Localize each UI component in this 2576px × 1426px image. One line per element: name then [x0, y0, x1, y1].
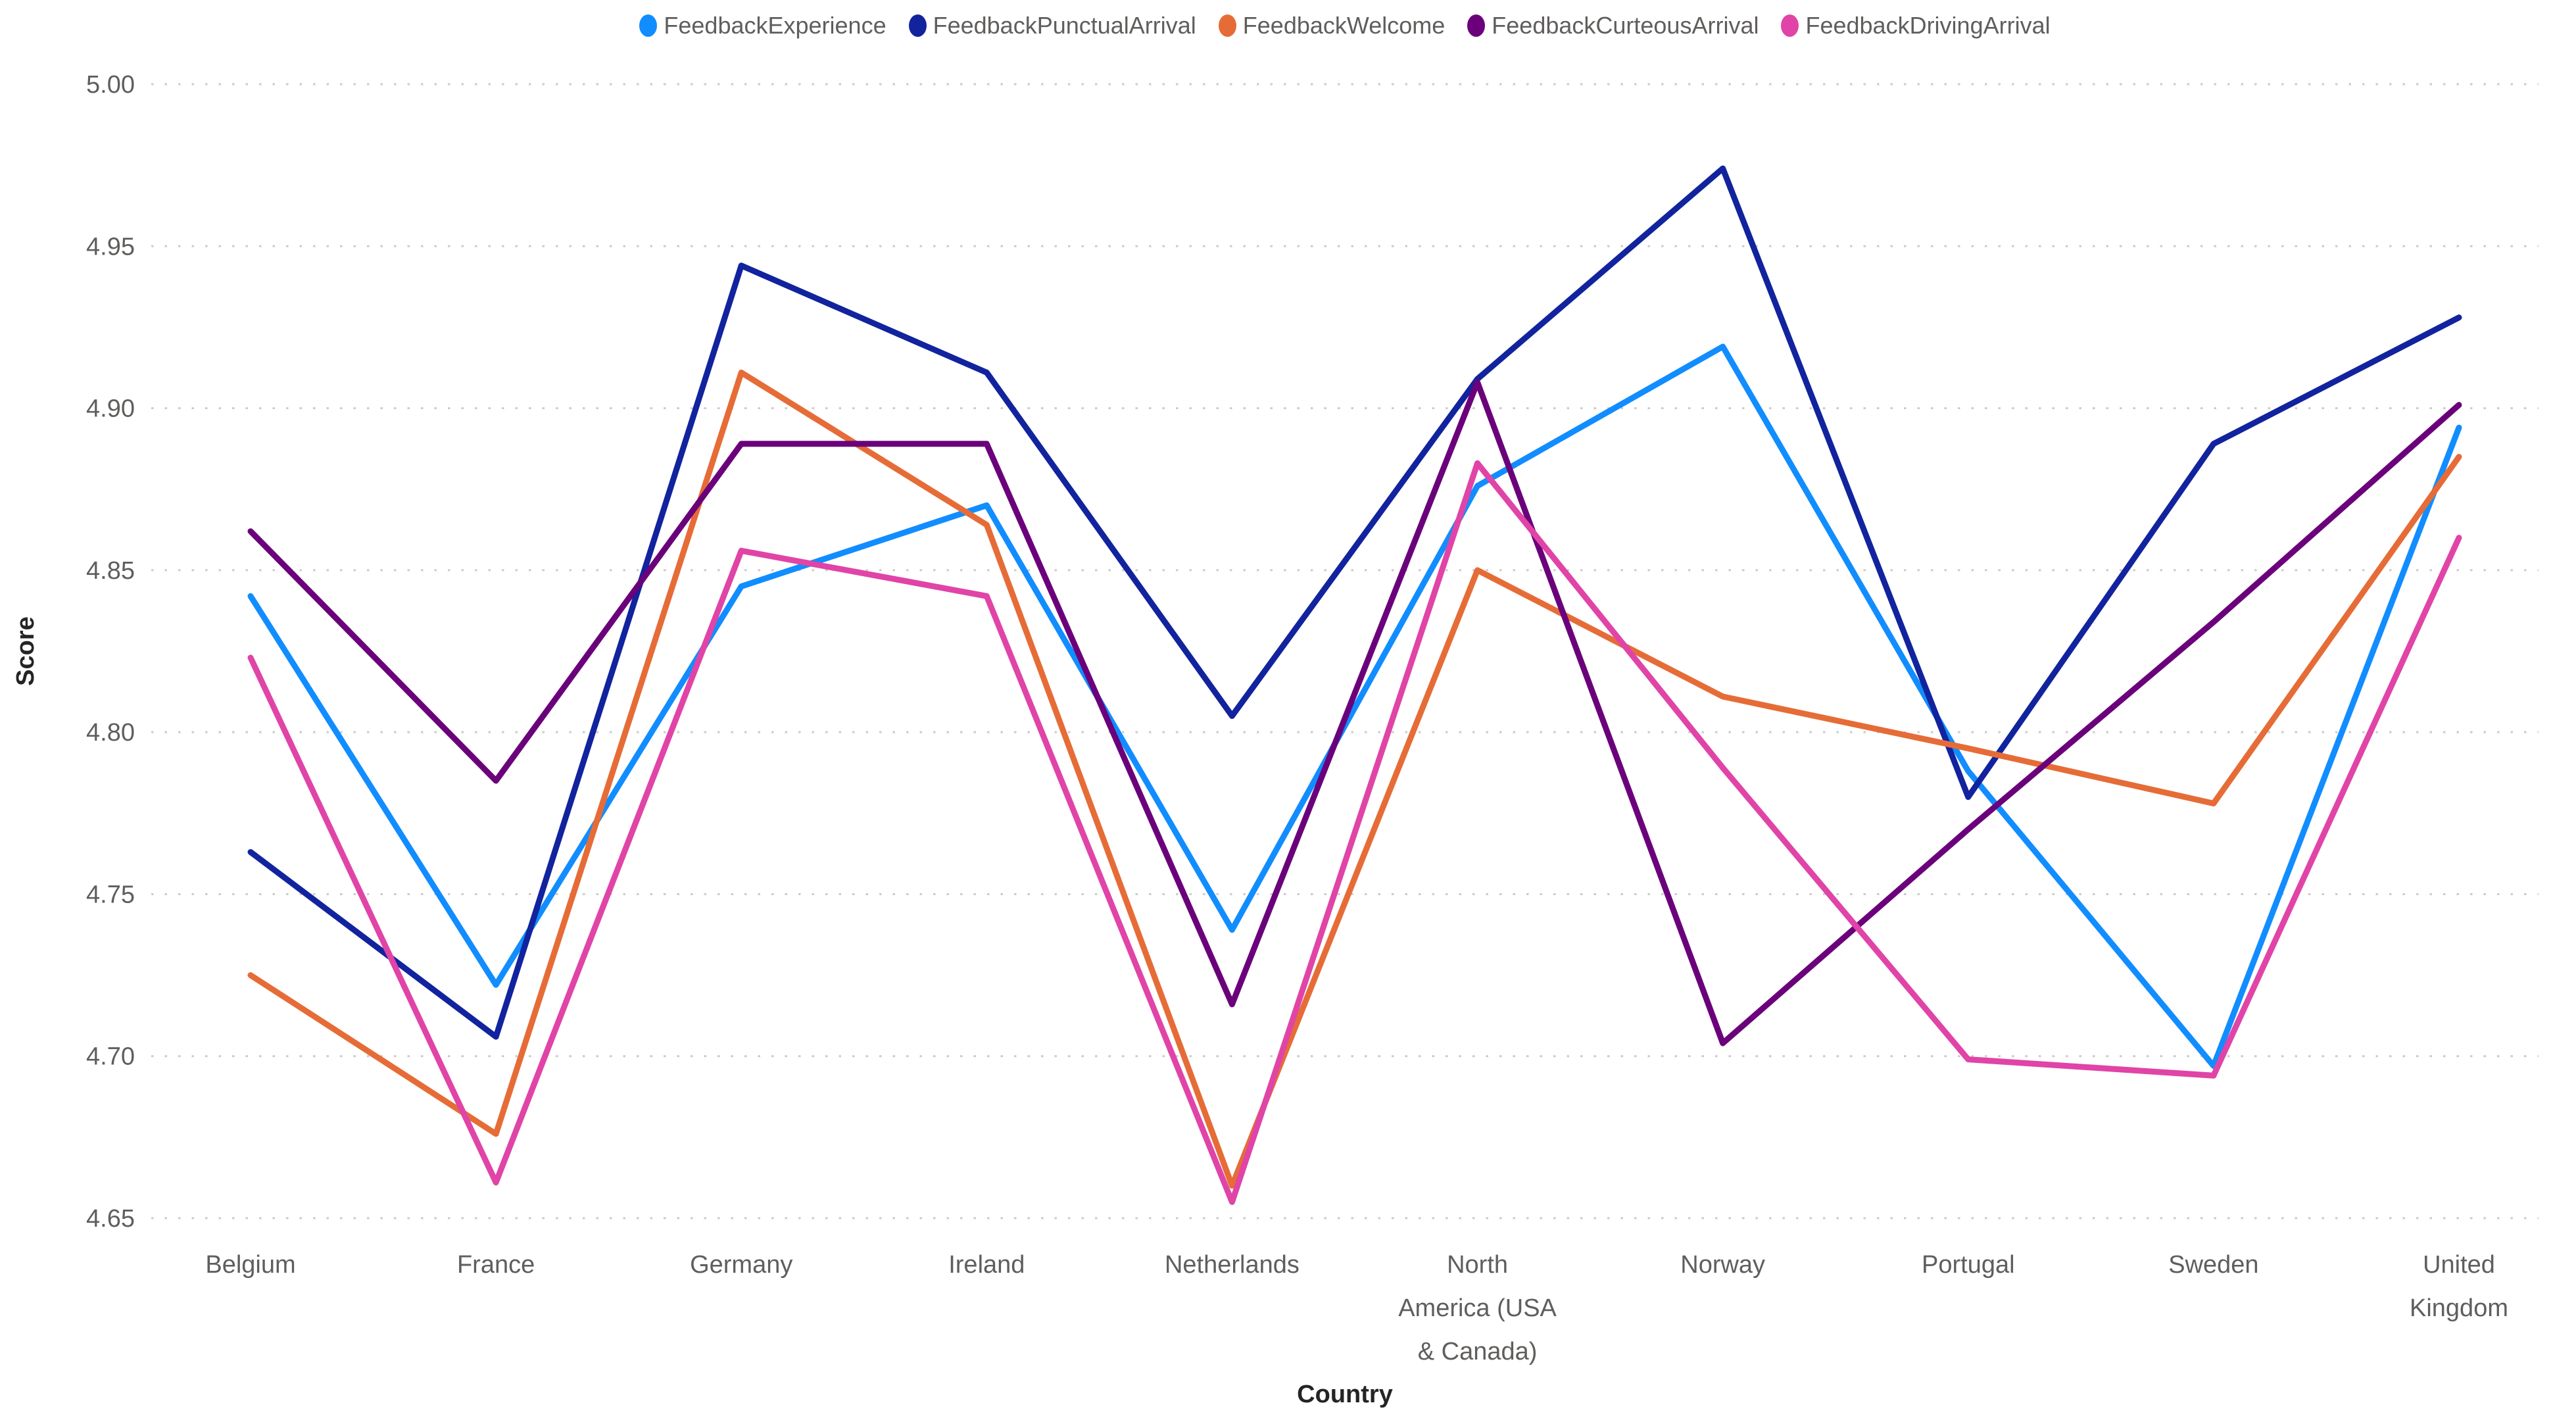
legend-item-label: FeedbackExperience — [664, 12, 887, 39]
y-tick-label: 4.65 — [86, 1205, 135, 1233]
legend-item-label: FeedbackDrivingArrival — [1805, 12, 2051, 39]
legend-marker-icon — [908, 14, 927, 37]
x-category-label: Sweden — [2168, 1251, 2258, 1279]
x-category-label: Ireland — [948, 1251, 1025, 1279]
series-lines-group — [247, 165, 2462, 1205]
y-tick-label: 4.95 — [86, 233, 135, 260]
x-category-label: France — [457, 1251, 535, 1279]
legend-marker-icon — [1467, 14, 1486, 37]
legend-item-FeedbackDrivingArrival[interactable]: FeedbackDrivingArrival — [1781, 12, 2051, 39]
y-tick-label: 4.90 — [86, 395, 135, 423]
x-category-label: Norway — [1680, 1251, 1765, 1279]
x-category-labels-group: Belgium France Germany Ireland Netherlands No… — [205, 1251, 2508, 1365]
y-tick-label: 4.75 — [86, 881, 135, 908]
y-tick-labels-group: 5.00 4.95 4.90 4.85 4.80 4.75 4.70 4.65 — [86, 71, 135, 1233]
chart-legend: FeedbackExperience FeedbackPunctualArriva… — [151, 12, 2539, 39]
legend-item-FeedbackCurteousArrival[interactable]: FeedbackCurteousArrival — [1467, 12, 1759, 39]
series-line-FeedbackCurteousArrival[interactable] — [247, 379, 2462, 1046]
x-category-label: Germany — [690, 1251, 792, 1279]
y-tick-label: 4.85 — [86, 557, 135, 585]
legend-item-FeedbackExperience[interactable]: FeedbackExperience — [639, 12, 887, 39]
x-category-label: Belgium — [205, 1251, 295, 1279]
legend-marker-icon — [639, 14, 658, 37]
x-category-label: Portugal — [1922, 1251, 2015, 1279]
y-tick-label: 5.00 — [86, 71, 135, 99]
legend-item-FeedbackWelcome[interactable]: FeedbackWelcome — [1218, 12, 1446, 39]
legend-marker-icon — [1218, 14, 1236, 37]
y-tick-label: 4.70 — [86, 1043, 135, 1071]
legend-item-label: FeedbackCurteousArrival — [1492, 12, 1759, 39]
legend-marker-icon — [1781, 14, 1799, 37]
x-category-label: United Kingdom — [2410, 1251, 2508, 1322]
legend-item-label: FeedbackPunctualArrival — [933, 12, 1196, 39]
x-category-label: Netherlands — [1165, 1251, 1300, 1279]
series-line-FeedbackDrivingArrival[interactable] — [247, 460, 2462, 1205]
series-line-FeedbackExperience[interactable] — [247, 343, 2462, 1069]
legend-item-FeedbackPunctualArrival[interactable]: FeedbackPunctualArrival — [908, 12, 1196, 39]
series-line-FeedbackWelcome[interactable] — [247, 369, 2462, 1189]
y-tick-label: 4.80 — [86, 719, 135, 747]
y-axis-title: Score — [12, 616, 39, 686]
series-line-FeedbackPunctualArrival[interactable] — [247, 165, 2462, 1040]
x-axis-title: Country — [1297, 1381, 1393, 1408]
x-category-label: North America (USA & Canada) — [1398, 1251, 1557, 1365]
legend-item-label: FeedbackWelcome — [1242, 12, 1446, 39]
